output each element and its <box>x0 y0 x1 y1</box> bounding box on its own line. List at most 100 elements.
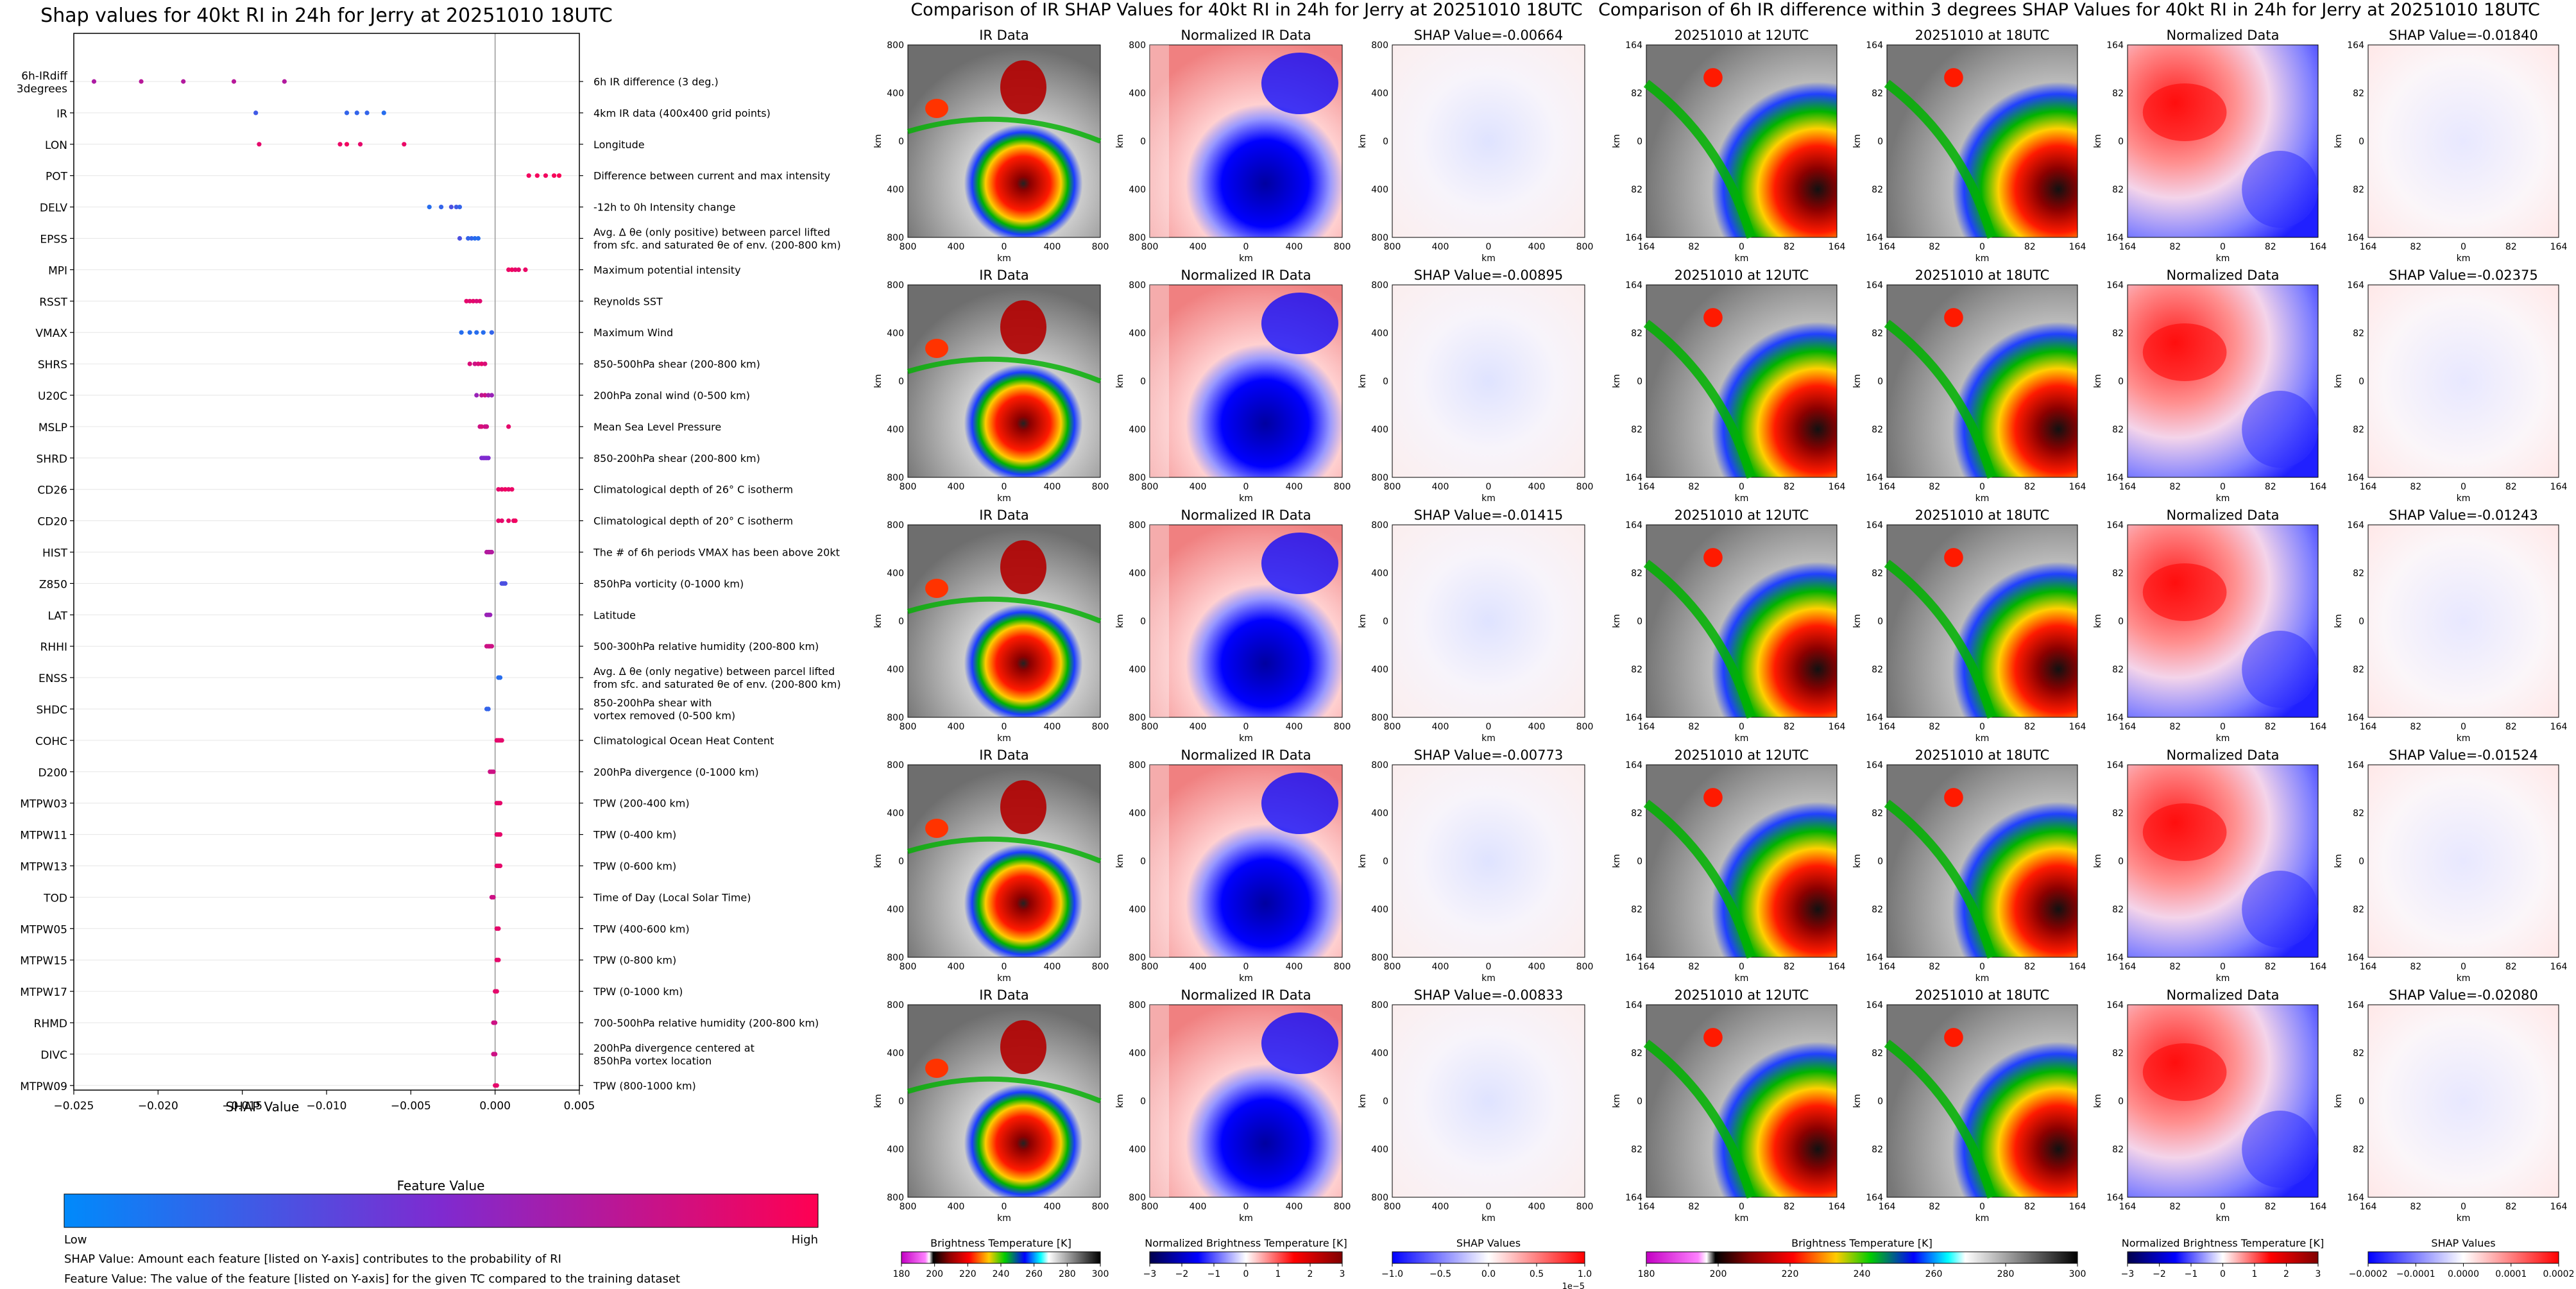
shap-point <box>552 173 557 178</box>
x-tick-label: 164 <box>2119 962 2137 972</box>
y-tick-label: 400 <box>1371 568 1388 579</box>
feature-description: Mean Sea Level Pressure <box>593 421 721 433</box>
x-axis-label: km <box>997 493 1011 504</box>
y-axis-label: km <box>1852 374 1863 388</box>
y-tick-label: 800 <box>1129 520 1146 531</box>
warm-region <box>2142 563 2227 621</box>
warm-region <box>1150 765 1169 957</box>
shap-point <box>454 205 459 210</box>
x-tick-label: 164 <box>2069 722 2086 732</box>
y-axis-label: km <box>2093 374 2103 388</box>
feature-description: 850-200hPa shear (200-800 km) <box>593 452 760 465</box>
x-tick-label: 82 <box>2265 482 2276 492</box>
x-axis-label: km <box>2216 253 2230 264</box>
y-tick-label: 164 <box>2347 760 2364 771</box>
x-tick-label: 400 <box>1044 962 1061 972</box>
x-axis-label: km <box>1975 1213 1990 1224</box>
y-tick-label: 0 <box>1383 1097 1388 1107</box>
feature-label: MTPW03 <box>20 798 67 811</box>
x-tick-label: 164 <box>2360 482 2377 492</box>
feature-description: TPW (0-1000 km) <box>593 986 683 998</box>
x-axis-label: km <box>1239 493 1253 504</box>
y-tick-label: 164 <box>1866 520 1883 531</box>
shap-point <box>499 518 504 524</box>
shap-point <box>474 330 479 335</box>
x-tick-label: 800 <box>1092 1202 1109 1212</box>
y-tick-label: 0 <box>1140 377 1146 387</box>
y-axis-label: km <box>873 374 883 388</box>
x-tick-label: 164 <box>1638 482 1655 492</box>
colorbar-tick-label: 2 <box>1308 1269 1313 1279</box>
x-tick-label: 400 <box>1044 242 1061 252</box>
colorbar-tick-label: 0 <box>1243 1269 1249 1279</box>
y-tick-label: 0 <box>2118 617 2124 627</box>
y-tick-label: 400 <box>1371 808 1388 819</box>
x-tick-label: 0 <box>2461 482 2466 492</box>
panel-title: Normalized IR Data <box>1181 28 1311 43</box>
feature-label: MPI <box>48 264 67 277</box>
x-tick-label: 0 <box>1739 962 1744 972</box>
x-tick-label: 82 <box>2410 1202 2421 1212</box>
shap-point <box>474 393 479 398</box>
colorbar-tick-label: −0.0001 <box>2396 1269 2435 1279</box>
x-tick-label: 82 <box>2024 242 2036 252</box>
x-tick-label: 82 <box>1688 722 1700 732</box>
feature-label: Z850 <box>39 578 67 591</box>
x-tick-label: 164 <box>2069 242 2086 252</box>
x-tick-label: 82 <box>2505 482 2517 492</box>
x-tick-label: 164 <box>2069 482 2086 492</box>
x-axis-label: km <box>2216 493 2230 504</box>
x-tick-label: 0 <box>1243 242 1249 252</box>
cold-region <box>1261 533 1338 594</box>
x-tick-label: 0 <box>1739 722 1744 732</box>
feature-label: ENSS <box>38 672 67 685</box>
x-tick-label: 82 <box>2169 1202 2181 1212</box>
x-axis-label: km <box>1735 733 1749 744</box>
cloud-band <box>1643 559 1756 719</box>
x-axis-label: km <box>2457 253 2471 264</box>
colorbar-tick-label: 2 <box>2283 1269 2289 1279</box>
warm-region <box>2142 323 2227 381</box>
x-tick-label: 0 <box>1486 482 1492 492</box>
x-tick-label: 164 <box>1879 1202 1896 1212</box>
feature-label: D200 <box>38 767 67 780</box>
x-tick-label: 82 <box>2024 962 2036 972</box>
shap-point <box>486 393 491 398</box>
feature-description: Avg. Δ θe (only positive) between parcel… <box>593 226 830 239</box>
x-tick-label: 400 <box>1432 962 1449 972</box>
y-tick-label: 82 <box>2112 905 2124 915</box>
y-tick-label: 82 <box>2112 1145 2124 1155</box>
x-tick-label: 0 <box>1002 242 1007 252</box>
feature-description: Climatological depth of 26° C isotherm <box>593 484 793 496</box>
x-axis-label: km <box>997 973 1011 984</box>
y-tick-label: 800 <box>1129 760 1146 771</box>
x-tick-label: 800 <box>1576 482 1594 492</box>
feature-label: MTPW17 <box>20 986 67 999</box>
colorbar <box>1392 1251 1585 1264</box>
panel-image <box>1392 524 1585 718</box>
y-axis-label: km <box>1115 374 1125 388</box>
x-tick-label: 400 <box>948 722 965 732</box>
colorbar-tick-label: 1 <box>2252 1269 2258 1279</box>
beeswarm-chart: Shap values for 40kt RI in 24h for Jerry… <box>17 4 841 1286</box>
x-axis-label: km <box>2216 973 2230 984</box>
y-tick-label: 82 <box>2112 808 2124 819</box>
x-tick-label: 0 <box>2461 1202 2466 1212</box>
x-tick-label: 0 <box>1739 1202 1744 1212</box>
y-tick-label: 800 <box>1371 953 1388 963</box>
feature-label: MTPW09 <box>20 1080 67 1093</box>
y-tick-label: 164 <box>1625 473 1642 483</box>
shap-point <box>496 487 501 492</box>
x-tick-label: 400 <box>948 242 965 252</box>
shap-point <box>467 361 472 366</box>
feature-label: SHDC <box>36 704 67 717</box>
y-axis-label: km <box>1115 854 1125 868</box>
panel-image <box>2367 284 2559 478</box>
x-tick-label: 0 <box>2461 242 2466 252</box>
panel-title: 20251010 at 12UTC <box>1675 987 1809 1003</box>
x-tick-label: 82 <box>2024 722 2036 732</box>
feature-description: Maximum Wind <box>593 327 673 339</box>
y-tick-label: 82 <box>2353 89 2364 99</box>
shap-point <box>497 832 503 837</box>
cold-region <box>2242 631 2319 708</box>
